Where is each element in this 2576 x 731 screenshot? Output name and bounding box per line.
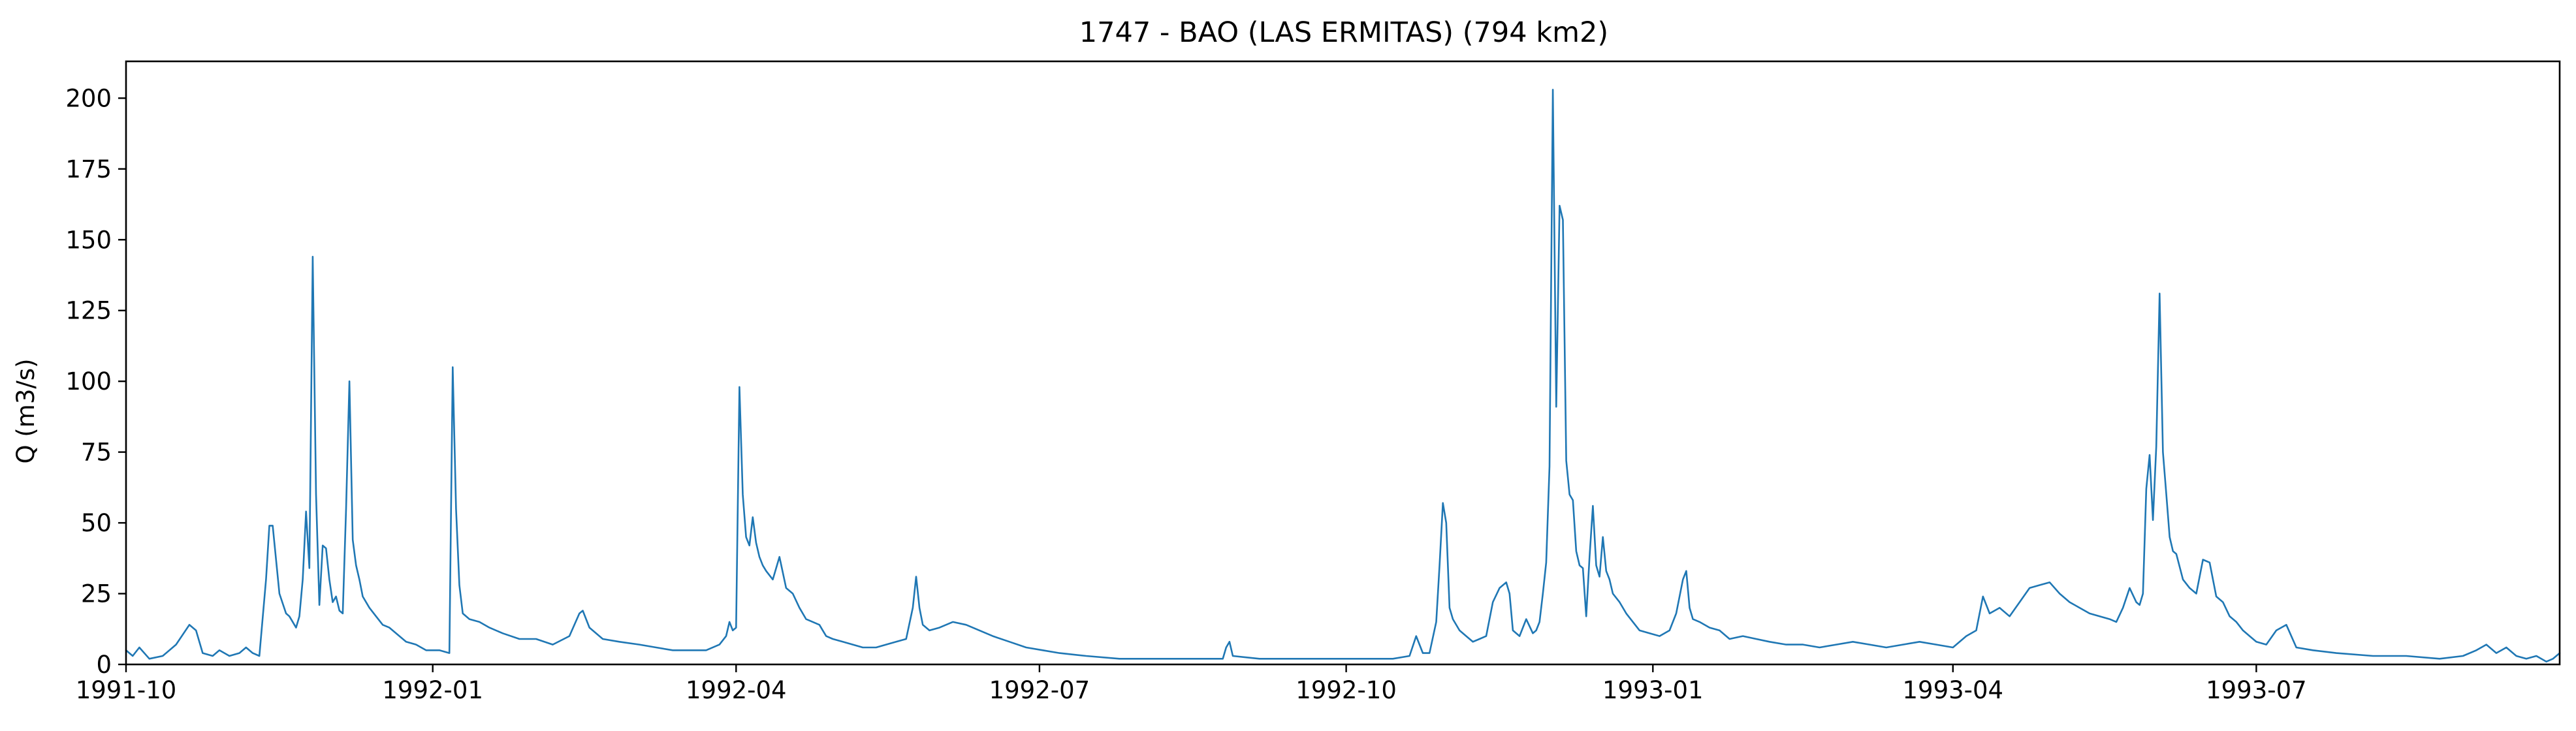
y-tick-label: 100 [65,367,112,396]
plot-area-frame [125,60,2561,666]
x-tick-label: 1992-04 [686,676,787,704]
y-tick-label: 50 [81,509,112,537]
y-tick-label: 125 [65,297,112,325]
y-tick-label: 0 [96,651,112,679]
y-tick-label: 200 [65,84,112,112]
x-tick-label: 1993-07 [2206,676,2307,704]
y-axis-ticks: 0 25 50 75 100 125 150 175 200 [65,84,126,679]
x-axis-ticks: 1991-10 1992-01 1992-04 1992-07 1992-10 1993-… [76,664,2307,704]
x-tick-label: 1992-10 [1296,676,1397,704]
x-tick-label: 1992-01 [382,676,483,704]
x-tick-label: 1993-01 [1602,676,1704,704]
x-tick-label: 1993-04 [1902,676,2003,704]
y-tick-label: 75 [81,439,112,467]
y-tick-label: 175 [65,155,112,183]
chart-title: 1747 - BAO (LAS ERMITAS) (794 km2) [1079,16,1608,49]
x-tick-label: 1992-07 [989,676,1090,704]
y-tick-label: 25 [81,580,112,608]
y-tick-label: 150 [65,226,112,254]
x-tick-label: 1991-10 [76,676,177,704]
y-axis-label: Q (m3/s) [12,358,40,463]
discharge-series-line [125,89,2561,662]
